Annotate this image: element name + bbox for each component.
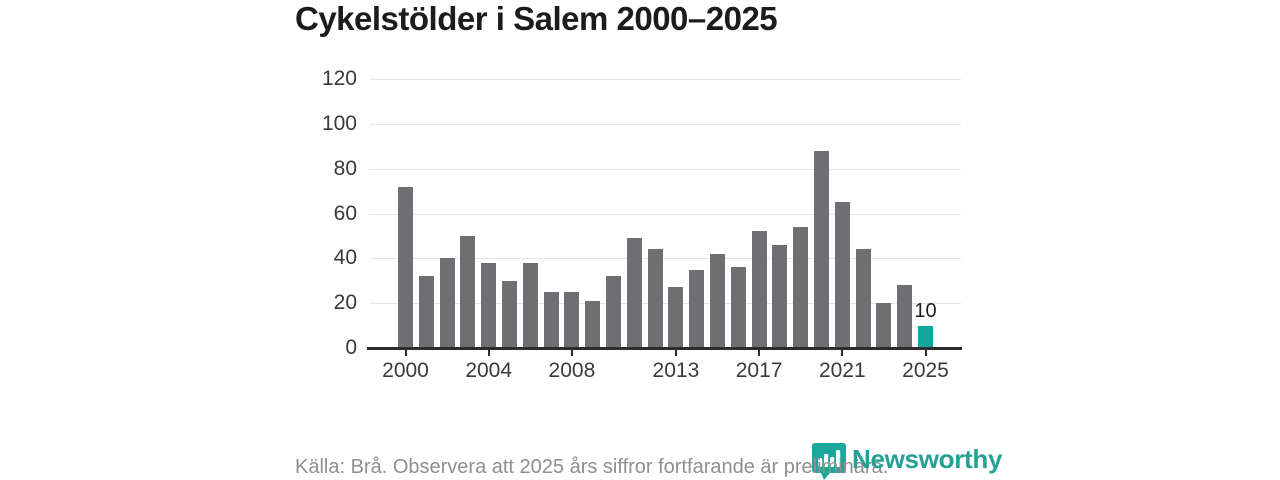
y-axis-label-100: 100 (321, 111, 357, 135)
bar-2025 (918, 325, 933, 348)
bar-2006 (522, 262, 538, 348)
x-tick-2017 (758, 349, 761, 356)
bar-2023 (876, 303, 892, 348)
x-tick-2004 (487, 349, 490, 356)
y-axis-label-20: 20 (333, 291, 357, 315)
bar-2001 (418, 276, 434, 348)
x-axis-label-2008: 2008 (548, 359, 596, 382)
x-axis-line (367, 347, 962, 350)
x-axis-label-2025: 2025 (902, 359, 949, 382)
x-axis-label-2017: 2017 (735, 359, 783, 382)
bar-2021 (834, 202, 850, 348)
x-tick-2021 (841, 349, 844, 356)
bar-2008 (564, 291, 580, 348)
bar-2020 (814, 150, 829, 348)
bar-2017 (751, 231, 767, 348)
bar-2003 (460, 235, 476, 348)
gridline-y-120 (370, 79, 961, 80)
bar-2015 (710, 253, 725, 348)
bar-2018 (772, 244, 788, 348)
y-axis-label-0: 0 (345, 336, 357, 359)
y-axis-label-40: 40 (333, 246, 357, 270)
x-tick-2008 (570, 349, 573, 356)
bar-2014 (689, 269, 705, 348)
bar-2010 (606, 276, 621, 348)
gridline-y-100 (370, 123, 961, 125)
bar-2009 (585, 300, 601, 348)
bar-2007 (543, 291, 559, 348)
x-axis-label-2021: 2021 (818, 359, 866, 382)
newsworthy-wordmark: Newsworthy (852, 444, 1003, 474)
newsworthy-pin-barchart-icon (812, 443, 846, 480)
x-tick-2000 (404, 349, 407, 356)
bar-2022 (855, 249, 871, 348)
bar-2019 (793, 226, 809, 348)
bar-2024 (897, 285, 913, 348)
x-axis-label-2004: 2004 (465, 359, 513, 382)
chart-title: Cykelstölder i Salem 2000–2025 (295, 0, 778, 37)
bar-2011 (626, 238, 642, 348)
y-axis-label-60: 60 (333, 201, 357, 225)
bar-2005 (502, 280, 517, 348)
bar-2012 (647, 249, 663, 348)
bar-2004 (481, 262, 497, 348)
x-axis-label-2000: 2000 (382, 359, 429, 382)
x-tick-2025 (924, 349, 927, 356)
y-axis-label-120: 120 (321, 67, 357, 90)
gridline-y-20 (370, 303, 961, 305)
gridline-y-80 (370, 168, 961, 170)
source-note: Källa: Brå. Observera att 2025 års siffr… (295, 456, 889, 478)
y-axis-label-80: 80 (333, 156, 357, 180)
bar-2016 (730, 267, 746, 348)
x-tick-2013 (674, 349, 677, 356)
x-axis-label-2013: 2013 (652, 359, 700, 382)
gridline-y-60 (370, 213, 961, 215)
highlight-value-label: 10 (914, 299, 937, 322)
bar-2013 (668, 287, 684, 348)
bar-2000 (398, 186, 413, 348)
bar-2002 (439, 258, 455, 348)
gridline-y-40 (370, 258, 961, 260)
